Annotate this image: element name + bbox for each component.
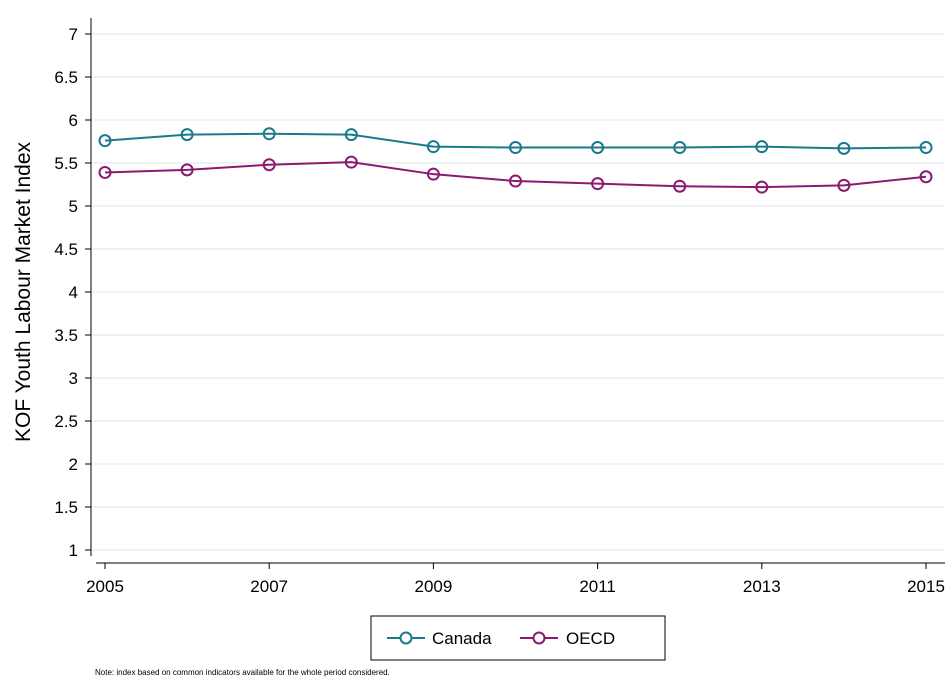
data-point-canada xyxy=(262,127,276,141)
data-point-oecd xyxy=(673,179,687,193)
data-point-oecd xyxy=(509,174,522,188)
data-point-oecd xyxy=(919,170,933,184)
line-chart: 1 1.5 2 2.5 3 3.5 4 4.5 5 5.5 6 6.5 7 2005 2007 2009 201… xyxy=(12,18,945,661)
data-point-canada xyxy=(837,141,851,155)
y-tick-label: 4.5 xyxy=(54,240,78,259)
y-tick-label: 7 xyxy=(69,25,78,44)
y-tick-label: 1 xyxy=(69,541,78,560)
data-point-canada xyxy=(919,141,933,155)
data-point-canada xyxy=(180,128,194,142)
data-point-canada xyxy=(509,141,522,155)
gridlines xyxy=(92,33,945,551)
y-tick-label: 5.5 xyxy=(54,154,78,173)
legend-label-oecd: OECD xyxy=(566,629,615,648)
x-tick-label: 2015 xyxy=(907,577,945,596)
data-point-oecd xyxy=(180,163,194,177)
data-point-canada xyxy=(755,140,769,154)
y-tick-label: 1.5 xyxy=(54,498,78,517)
data-point-oecd xyxy=(344,155,358,169)
data-point-oecd xyxy=(98,165,112,179)
y-axis-title: KOF Youth Labour Market Index xyxy=(12,141,35,442)
y-tick-label: 3.5 xyxy=(54,326,78,345)
axes: 1 1.5 2 2.5 3 3.5 4 4.5 5 5.5 6 6.5 7 2005 2007 2009 201… xyxy=(54,18,945,596)
data-point-canada xyxy=(426,140,440,154)
legend-marker-canada xyxy=(399,631,413,645)
data-point-oecd xyxy=(591,177,605,191)
data-point-oecd xyxy=(426,167,440,181)
series-line-oecd xyxy=(104,161,927,189)
legend: Canada OECD xyxy=(370,615,666,661)
series-line-canada xyxy=(104,132,927,150)
data-point-oecd xyxy=(837,178,851,192)
legend-label-canada: Canada xyxy=(432,629,492,648)
footnote: Note: index based on common indicators a… xyxy=(95,668,390,677)
data-point-canada xyxy=(673,141,687,155)
data-point-oecd xyxy=(262,158,276,172)
legend-marker-oecd xyxy=(532,631,546,645)
y-tick-label: 4 xyxy=(69,283,78,302)
y-tick-label: 2.5 xyxy=(54,412,78,431)
data-point-oecd xyxy=(755,180,769,194)
y-tick-label: 6.5 xyxy=(54,68,78,87)
data-point-canada xyxy=(98,134,112,148)
y-tick-label: 5 xyxy=(69,197,78,216)
x-tick-label: 2005 xyxy=(86,577,124,596)
x-tick-label: 2011 xyxy=(579,577,616,596)
data-point-canada xyxy=(591,141,605,155)
data-point-canada xyxy=(344,128,358,142)
y-tick-label: 6 xyxy=(69,111,78,130)
x-tick-label: 2009 xyxy=(414,577,452,596)
y-tick-label: 3 xyxy=(69,369,78,388)
x-tick-label: 2007 xyxy=(250,577,288,596)
y-tick-label: 2 xyxy=(69,455,78,474)
series-lines xyxy=(98,127,933,194)
x-tick-label: 2013 xyxy=(743,577,781,596)
